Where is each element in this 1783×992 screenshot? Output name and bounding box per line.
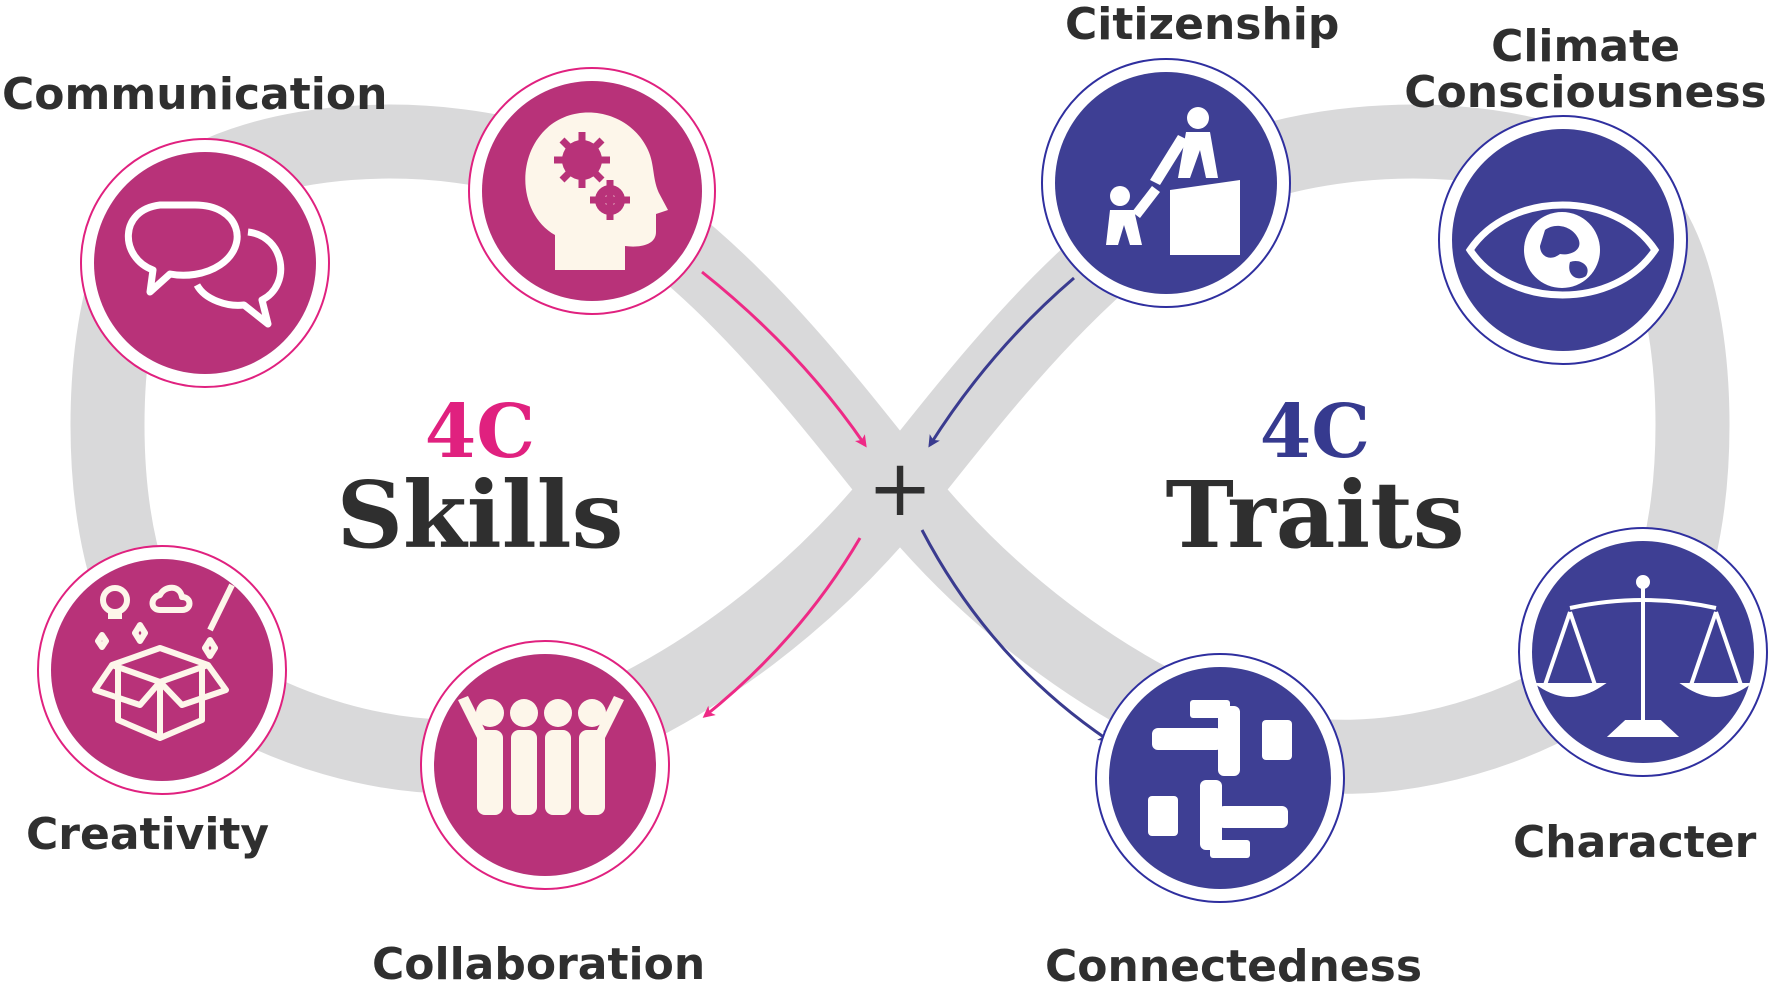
arrow-citizenship-to-center — [928, 276, 1075, 448]
label-creativity: Creativity — [26, 809, 270, 860]
traits-title-block: 4C Traits — [1155, 395, 1475, 561]
balance-scale-icon — [1533, 575, 1753, 737]
node-connectedness — [1095, 653, 1345, 903]
label-collaboration: Collaboration — [372, 939, 706, 990]
arrow-center-to-connectedness — [920, 529, 1111, 742]
skills-title: Skills — [336, 461, 624, 569]
label-communication: Communication — [2, 69, 388, 120]
speech-bubbles-icon — [124, 201, 285, 328]
node-character — [1518, 527, 1768, 777]
globe-eye-icon — [1465, 201, 1660, 299]
traits-title: Traits — [1165, 461, 1465, 569]
node-critical-thinking — [468, 67, 716, 315]
helping-climb-icon — [1106, 107, 1240, 255]
center-plus-symbol: + — [867, 444, 933, 534]
node-citizenship — [1041, 58, 1291, 308]
idea-box-icon — [92, 583, 235, 741]
node-climate-consciousness — [1438, 115, 1688, 365]
head-gears-icon — [525, 112, 668, 270]
label-character: Character — [1513, 817, 1757, 868]
skills-prefix: 4C — [424, 389, 536, 475]
skills-title-block: 4C Skills — [330, 395, 630, 561]
joined-hands-icon — [1148, 700, 1292, 858]
node-collaboration — [420, 640, 670, 890]
arrow-critical-thinking-to-center — [701, 270, 867, 448]
traits-prefix: 4C — [1259, 389, 1371, 475]
node-communication — [80, 138, 330, 388]
arrow-center-to-collaboration — [702, 537, 862, 718]
label-climate-consciousness: Climate Consciousness — [1404, 21, 1767, 119]
node-creativity — [37, 545, 287, 795]
team-group-icon — [458, 696, 624, 815]
label-connectedness: Connectedness — [1045, 941, 1423, 992]
label-citizenship: Citizenship — [1065, 0, 1340, 50]
